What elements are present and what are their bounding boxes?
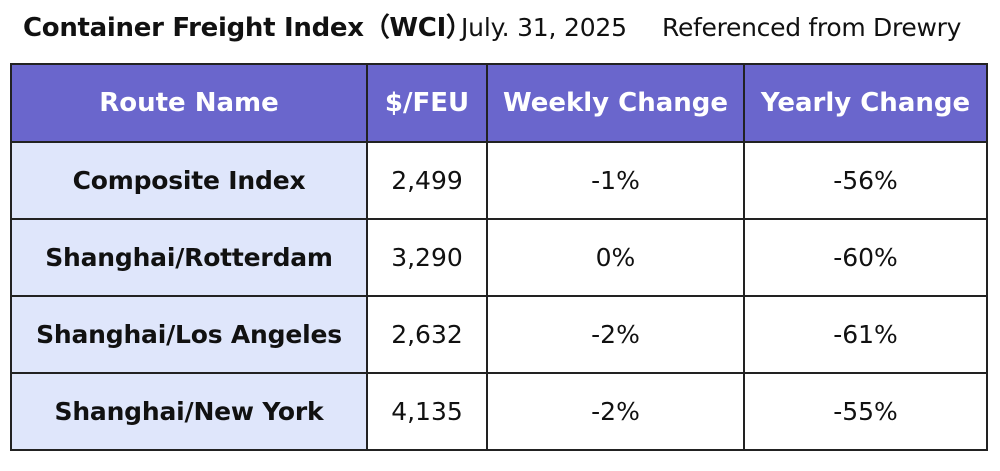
yearly-change-cell: -61%: [743, 295, 988, 374]
table-header-row: Route Name $/FEU Weekly Change Yearly Ch…: [10, 63, 988, 143]
route-name-cell: Shanghai/Los Angeles: [10, 295, 368, 374]
table-row: Composite Index 2,499 -1% -56%: [10, 141, 988, 220]
weekly-change-cell: -2%: [486, 372, 745, 451]
weekly-change-cell: -1%: [486, 141, 745, 220]
weekly-change-cell: -2%: [486, 295, 745, 374]
route-name-cell: Shanghai/Rotterdam: [10, 218, 368, 297]
column-header-yearly-change: Yearly Change: [743, 63, 988, 143]
page-title: Container Freight Index（WCI）: [23, 13, 472, 43]
freight-index-table: Route Name $/FEU Weekly Change Yearly Ch…: [10, 63, 988, 451]
route-name-cell: Composite Index: [10, 141, 368, 220]
price-feu-cell: 2,632: [366, 295, 488, 374]
page-header: Container Freight Index（WCI） July. 31, 2…: [23, 8, 983, 48]
route-name-cell: Shanghai/New York: [10, 372, 368, 451]
table-row: Shanghai/Los Angeles 2,632 -2% -61%: [10, 295, 988, 374]
price-feu-cell: 2,499: [366, 141, 488, 220]
weekly-change-cell: 0%: [486, 218, 745, 297]
price-feu-cell: 3,290: [366, 218, 488, 297]
yearly-change-cell: -55%: [743, 372, 988, 451]
table-row: Shanghai/Rotterdam 3,290 0% -60%: [10, 218, 988, 297]
price-feu-cell: 4,135: [366, 372, 488, 451]
yearly-change-cell: -56%: [743, 141, 988, 220]
yearly-change-cell: -60%: [743, 218, 988, 297]
column-header-price-feu: $/FEU: [366, 63, 488, 143]
table-row: Shanghai/New York 4,135 -2% -55%: [10, 372, 988, 451]
column-header-weekly-change: Weekly Change: [486, 63, 745, 143]
report-date: July. 31, 2025: [461, 13, 627, 42]
column-header-route-name: Route Name: [10, 63, 368, 143]
source-note: Referenced from Drewry: [662, 13, 962, 42]
